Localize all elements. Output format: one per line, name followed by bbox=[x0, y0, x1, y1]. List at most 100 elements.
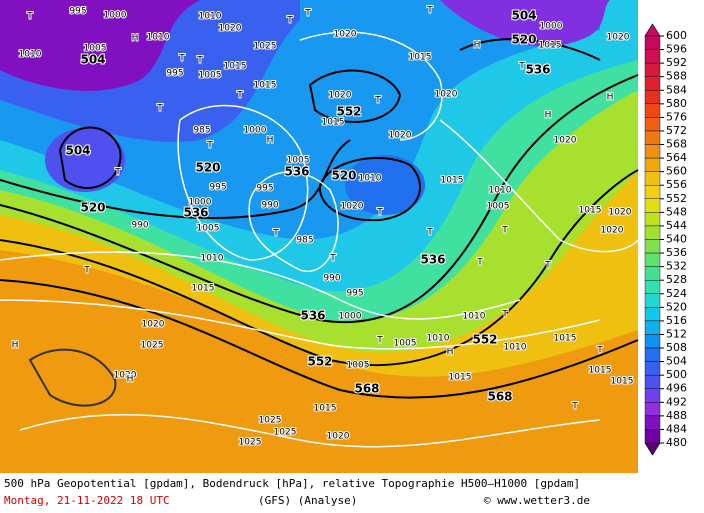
colorbar-label: 544 bbox=[666, 219, 687, 232]
map-label: 1020 bbox=[601, 226, 624, 236]
map-label: 536 bbox=[183, 206, 208, 220]
colorbar-segment bbox=[644, 103, 661, 118]
map-label: 1010 bbox=[359, 174, 382, 184]
map-label: 1015 bbox=[449, 373, 472, 383]
colorbar-label: 520 bbox=[666, 300, 687, 313]
colorbar-label: 496 bbox=[666, 382, 687, 395]
map-label: 1020 bbox=[329, 91, 352, 101]
colorbar-label: 556 bbox=[666, 178, 687, 191]
map-label: 1010 bbox=[147, 33, 170, 43]
map-label: H bbox=[447, 348, 454, 358]
colorbar-segment bbox=[644, 171, 661, 186]
colorbar-segment bbox=[644, 307, 661, 322]
map-label: 520 bbox=[195, 161, 220, 175]
map-label: 995 bbox=[209, 183, 226, 193]
map-label: 1020 bbox=[142, 320, 165, 330]
colorbar-label: 500 bbox=[666, 368, 687, 381]
map-label: 1010 bbox=[504, 343, 527, 353]
map-label: H bbox=[267, 136, 274, 146]
map-label: 1020 bbox=[607, 33, 630, 43]
colorbar-segment bbox=[644, 239, 661, 254]
colorbar-label: 540 bbox=[666, 233, 687, 246]
map-label: T bbox=[426, 6, 433, 16]
map-label: T bbox=[236, 91, 243, 101]
colorbar-arrow-top bbox=[644, 23, 661, 37]
map-label: 568 bbox=[354, 382, 379, 396]
colorbar-label: 480 bbox=[666, 436, 687, 449]
map-label: 1000 bbox=[339, 312, 362, 322]
footer-credit: © www.wetter3.de bbox=[484, 494, 590, 507]
map-label: 1015 bbox=[554, 334, 577, 344]
colorbar-segment bbox=[644, 334, 661, 349]
map-label: 1020 bbox=[219, 24, 242, 34]
map-label: T bbox=[571, 402, 578, 412]
map-label: H bbox=[607, 93, 614, 103]
map-label: T bbox=[426, 228, 433, 238]
colorbar-segment bbox=[644, 429, 661, 444]
field-purple bbox=[0, 0, 200, 91]
map-label: T bbox=[304, 9, 311, 19]
colorbar-label: 536 bbox=[666, 246, 687, 259]
map-label: 1015 bbox=[441, 176, 464, 186]
map-label: 504 bbox=[80, 53, 105, 67]
map-label: 552 bbox=[307, 355, 332, 369]
map-label: 1020 bbox=[327, 432, 350, 442]
map-label: 995 bbox=[346, 289, 363, 299]
colorbar-label: 512 bbox=[666, 327, 687, 340]
colorbar-segment bbox=[644, 361, 661, 376]
colorbar-label: 532 bbox=[666, 260, 687, 273]
map-label: 504 bbox=[65, 144, 90, 158]
map-label: 1005 bbox=[394, 339, 417, 349]
map-label: 520 bbox=[511, 33, 536, 47]
geopotential-contours bbox=[0, 38, 639, 399]
map-label: 1020 bbox=[609, 208, 632, 218]
map-label: 1010 bbox=[489, 186, 512, 196]
map-label: 536 bbox=[284, 165, 309, 179]
map-label: 1010 bbox=[427, 334, 450, 344]
map-label: T bbox=[83, 266, 90, 276]
colorbar-label: 564 bbox=[666, 151, 687, 164]
map-label: 1025 bbox=[259, 416, 282, 426]
colorbar-segment bbox=[644, 266, 661, 281]
map-label: 1000 bbox=[104, 11, 127, 21]
map-label: 552 bbox=[472, 333, 497, 347]
colorbar-segment bbox=[644, 415, 661, 430]
map-label: 995 bbox=[256, 184, 273, 194]
isobars bbox=[0, 31, 639, 448]
map-label: 1010 bbox=[201, 254, 224, 264]
colorbar-segment bbox=[644, 347, 661, 362]
colorbar-label: 568 bbox=[666, 138, 687, 151]
map-label: 990 bbox=[131, 221, 148, 231]
colorbar-segment bbox=[644, 320, 661, 335]
map-label: H bbox=[132, 34, 139, 44]
map-label: 1005 bbox=[197, 224, 220, 234]
map-label: H bbox=[474, 41, 481, 51]
colorbar-segment bbox=[644, 374, 661, 389]
colorbar-segment bbox=[644, 76, 661, 91]
map-label: 1020 bbox=[554, 136, 577, 146]
colorbar-label: 484 bbox=[666, 422, 687, 435]
map-label: 1010 bbox=[199, 12, 222, 22]
map-label: 1020 bbox=[341, 202, 364, 212]
map-label: 1005 bbox=[199, 71, 222, 81]
footer-description: 500 hPa Geopotential [gpdam], Bodendruck… bbox=[4, 477, 580, 490]
colorbar-label: 492 bbox=[666, 395, 687, 408]
colorbar-segment bbox=[644, 252, 661, 267]
map-label: T bbox=[286, 16, 293, 26]
map-label: 985 bbox=[296, 236, 313, 246]
colorbar-segment bbox=[644, 35, 661, 50]
map-label: 1010 bbox=[463, 312, 486, 322]
map-label: T bbox=[596, 346, 603, 356]
map-label: 1015 bbox=[254, 81, 277, 91]
map-label: 1015 bbox=[539, 41, 562, 51]
colorbar-label: 528 bbox=[666, 273, 687, 286]
map-label: H bbox=[12, 341, 19, 351]
footer-model: (GFS) (Analyse) bbox=[258, 494, 357, 507]
colorbar-label: 584 bbox=[666, 83, 687, 96]
field-purple-ne bbox=[440, 0, 610, 47]
map-label: 1025 bbox=[239, 438, 262, 448]
map-label: 1000 bbox=[540, 22, 563, 32]
map-label: 1015 bbox=[589, 366, 612, 376]
colorbar-arrow-bottom bbox=[644, 442, 661, 456]
